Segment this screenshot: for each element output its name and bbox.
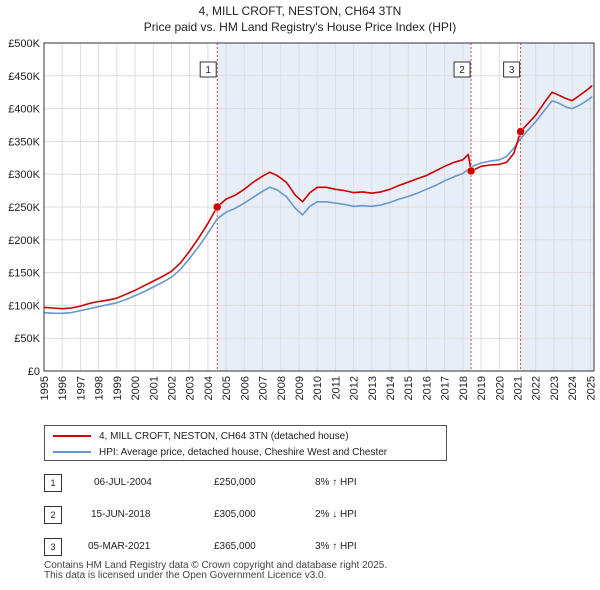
- sale-date: 05-MAR-2021: [88, 541, 151, 552]
- x-tick-label: 2019: [476, 376, 488, 400]
- sale-number-badge: 1: [44, 474, 62, 492]
- y-tick-label: £300K: [8, 169, 40, 181]
- y-tick-label: £350K: [8, 136, 40, 148]
- x-tick-label: 2022: [531, 376, 543, 400]
- x-tick-label: 1997: [75, 376, 87, 400]
- sale-date: 15-JUN-2018: [91, 509, 151, 520]
- y-tick-label: £100K: [8, 300, 40, 312]
- sale-badge-label: 3: [509, 65, 515, 76]
- x-tick-label: 2008: [276, 376, 288, 400]
- x-tick-label: 2004: [203, 376, 215, 400]
- x-tick-label: 2007: [258, 376, 270, 400]
- x-tick-label: 2003: [185, 376, 197, 400]
- sale-number-badge: 3: [44, 538, 62, 556]
- x-tick-label: 1995: [39, 376, 51, 400]
- legend: 4, MILL CROFT, NESTON, CH64 3TN (detache…: [44, 425, 447, 461]
- x-tick-label: 2021: [513, 376, 525, 400]
- plot-border: [43, 42, 595, 372]
- footer: Contains HM Land Registry data © Crown c…: [44, 561, 387, 581]
- sale-hpi-diff: 8% ↑ HPI: [315, 477, 357, 488]
- x-tick-label: 2005: [221, 376, 233, 400]
- legend-label-property: 4, MILL CROFT, NESTON, CH64 3TN (detache…: [99, 430, 349, 442]
- legend-swatch-property: [53, 435, 91, 437]
- price-chart: £0 £50K £100K £150K £200K £250K £300K £350K £400…: [8, 38, 597, 400]
- x-tick-label: 2001: [148, 376, 160, 400]
- x-tick-label: 2023: [549, 376, 561, 400]
- legend-label-hpi: HPI: Average price, detached house, Ches…: [99, 446, 388, 458]
- sale-row: 2 15-JUN-2018 £305,000 2% ↓ HPI: [44, 506, 444, 524]
- sale-price: £250,000: [214, 477, 256, 488]
- sale-price: £305,000: [214, 509, 256, 520]
- x-tick-label: 1999: [112, 376, 124, 400]
- legend-item-property: 4, MILL CROFT, NESTON, CH64 3TN (detache…: [53, 428, 349, 444]
- sale-point: [466, 166, 476, 176]
- y-tick-label: £400K: [8, 104, 40, 116]
- x-tick-label: 2013: [367, 376, 379, 400]
- x-tick-label: 2015: [403, 376, 415, 400]
- y-tick-label: £0: [28, 366, 40, 378]
- hpi-line: [43, 96, 593, 315]
- x-tick-label: 2016: [421, 376, 433, 400]
- x-tick-label: 1998: [94, 376, 106, 400]
- footer-licence: This data is licensed under the Open Gov…: [44, 570, 327, 581]
- x-tick-label: 1996: [57, 376, 69, 400]
- x-tick-label: 2017: [440, 376, 452, 400]
- y-tick-label: £200K: [8, 235, 40, 247]
- x-tick-label: 2010: [312, 376, 324, 400]
- y-tick-label: £250K: [8, 202, 40, 214]
- x-tick-label: 2024: [567, 376, 579, 400]
- chart-title-line1: 4, MILL CROFT, NESTON, CH64 3TN: [198, 4, 402, 18]
- sale-point: [516, 127, 525, 136]
- footer-copyright: Contains HM Land Registry data © Crown c…: [44, 560, 388, 571]
- chart-title-line2: Price paid vs. HM Land Registry's House …: [143, 20, 457, 34]
- sale-badge-box: [453, 61, 471, 78]
- sale-badge-label: 1: [205, 65, 211, 76]
- x-tick-label: 2020: [494, 376, 506, 400]
- sale-number-badge: 2: [44, 506, 62, 524]
- x-tick-label: 2002: [166, 376, 178, 400]
- y-tick-label: £150K: [8, 268, 40, 280]
- x-tick-label: 2009: [294, 376, 306, 400]
- sale-hpi-diff: 3% ↑ HPI: [315, 541, 357, 552]
- x-tick-label: 2012: [349, 376, 361, 400]
- chart-title: 4, MILL CROFT, NESTON, CH64 3TN Price pa…: [0, 3, 600, 35]
- sale-hpi-diff: 2% ↓ HPI: [315, 509, 357, 520]
- sale-point: [212, 202, 222, 212]
- x-tick-label: 2006: [239, 376, 251, 400]
- y-tick-label: £450K: [8, 71, 40, 83]
- property-price-line: [43, 84, 593, 310]
- sale-row: 1 06-JUL-2004 £250,000 8% ↑ HPI: [44, 474, 444, 492]
- legend-swatch-hpi: [53, 451, 91, 453]
- x-tick-label: 2011: [330, 376, 342, 400]
- sale-badge-box: [199, 61, 217, 78]
- legend-item-hpi: HPI: Average price, detached house, Ches…: [53, 444, 387, 460]
- sale-date: 06-JUL-2004: [94, 477, 152, 488]
- x-tick-label: 2018: [458, 376, 470, 400]
- sale-row: 3 05-MAR-2021 £365,000 3% ↑ HPI: [44, 538, 444, 556]
- y-tick-label: £50K: [14, 333, 40, 345]
- sale-badge-box: [503, 61, 521, 78]
- x-tick-label: 2025: [585, 376, 597, 400]
- sale-price: £365,000: [214, 541, 256, 552]
- x-tick-label: 2014: [385, 376, 397, 400]
- x-tick-label: 2000: [130, 376, 142, 400]
- y-tick-label: £500K: [8, 38, 40, 50]
- sale-badge-label: 2: [459, 65, 465, 76]
